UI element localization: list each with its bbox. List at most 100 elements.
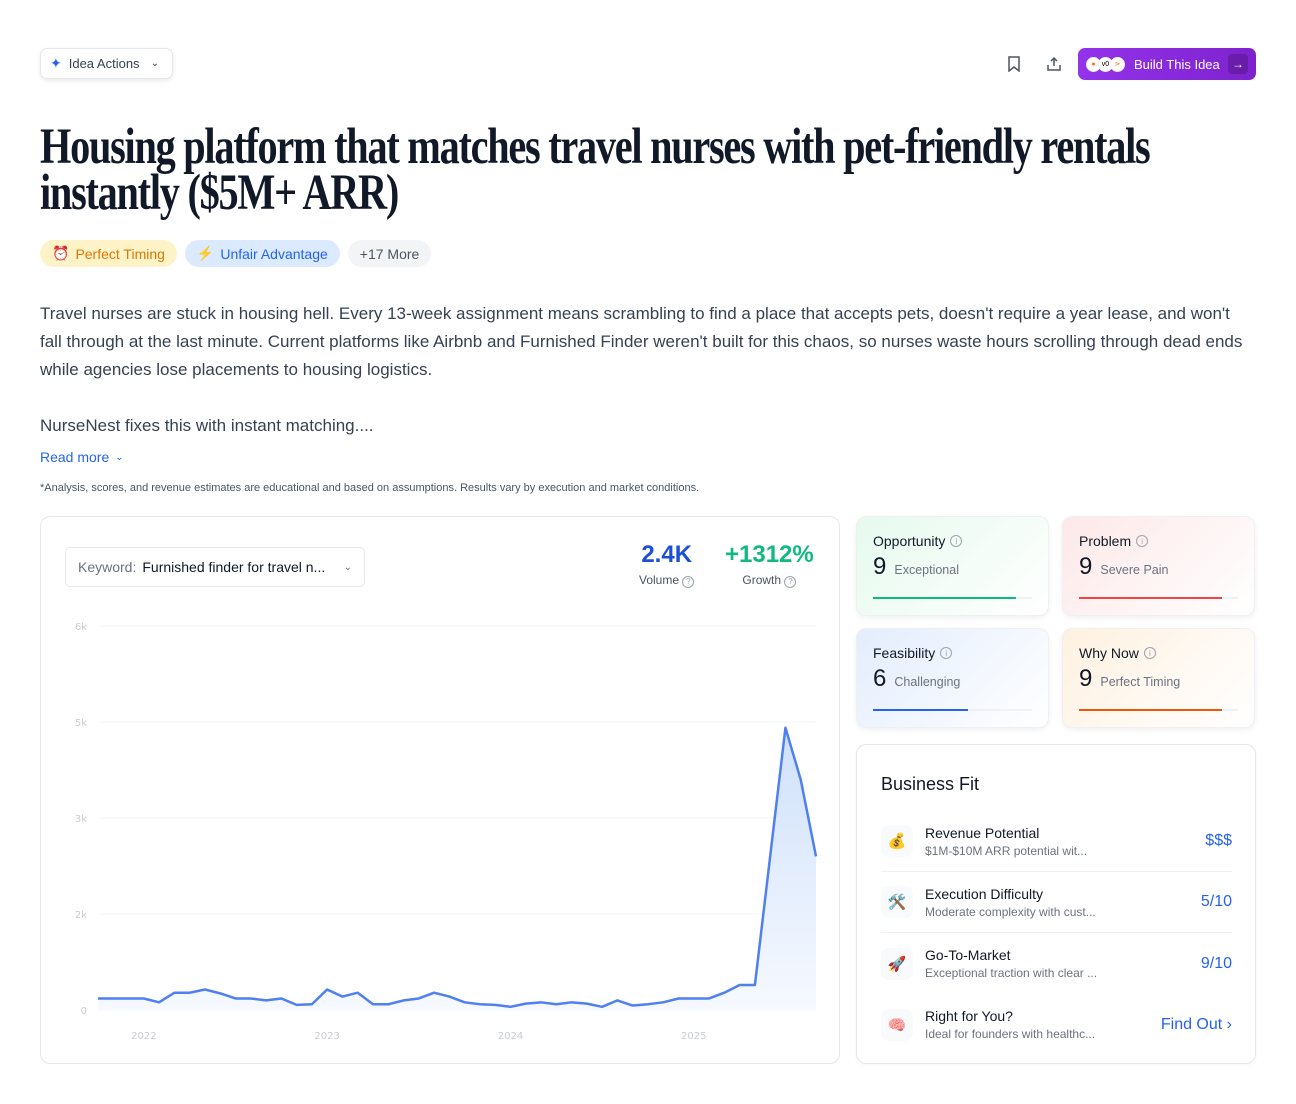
tag[interactable]: ⚡ Unfair Advantage xyxy=(184,240,340,267)
y-tick-label: 3k xyxy=(75,814,87,825)
x-tick-label: 2023 xyxy=(314,1031,339,1042)
row-icon: 🧠 xyxy=(881,1008,913,1041)
score-card-feasibility[interactable]: Feasibility i 6 Challenging xyxy=(856,628,1049,728)
sparkle-icon: ✦ xyxy=(50,55,62,71)
info-icon[interactable]: i xyxy=(940,647,953,659)
score-label: Why Now xyxy=(1079,645,1139,661)
score-card-why-now[interactable]: Why Now i 9 Perfect Timing xyxy=(1062,628,1255,728)
keyword-value: Furnished finder for travel n... xyxy=(142,559,326,575)
keyword-select[interactable]: Keyword: Furnished finder for travel n..… xyxy=(65,547,365,587)
score-card-problem[interactable]: Problem i 9 Severe Pain xyxy=(1062,516,1255,616)
keyword-label: Keyword: xyxy=(78,559,137,575)
chevron-down-icon: ⌄ xyxy=(343,561,352,573)
arrow-right-icon: → xyxy=(1228,54,1248,74)
y-tick-label: 6k xyxy=(75,622,87,633)
find-out-link[interactable]: Find Out › xyxy=(1160,1015,1232,1033)
business-fit-card: Business Fit 💰 Revenue Potential $1M-$10M… xyxy=(856,744,1256,1064)
bookmark-icon xyxy=(1008,56,1020,72)
share-button[interactable] xyxy=(1042,52,1066,76)
business-fit-row: 💰 Revenue Potential $1M-$10M ARR potentia… xyxy=(881,811,1232,872)
volume-label: Volume xyxy=(639,573,680,587)
row-subtitle: Exceptional traction with clear ... xyxy=(925,966,1098,980)
score-desc: Severe Pain xyxy=(1100,563,1169,577)
score-bar-fill xyxy=(873,597,1017,599)
chevron-down-icon: ⌄ xyxy=(150,58,159,69)
x-tick-label: 2025 xyxy=(681,1031,706,1042)
business-fit-row: 🚀 Go-To-Market Exceptional traction with … xyxy=(881,933,1232,994)
build-this-idea-button[interactable]: ● v0 ⋗ Build This Idea → xyxy=(1078,48,1256,80)
disclaimer: *Analysis, scores, and revenue estimates… xyxy=(40,482,700,494)
business-fit-row[interactable]: 🧠 Right for You? Ideal for founders with … xyxy=(881,994,1232,1055)
info-icon[interactable]: i xyxy=(1136,535,1149,547)
x-tick-label: 2022 xyxy=(131,1031,156,1042)
row-title: Execution Difficulty xyxy=(925,885,1044,902)
row-title: Right for You? xyxy=(925,1008,1013,1024)
score-label: Problem xyxy=(1079,533,1132,549)
row-title: Go-To-Market xyxy=(925,947,1011,963)
score-value: 9 xyxy=(873,553,887,580)
score-bar xyxy=(873,709,1032,711)
y-tick-label: 2k xyxy=(75,910,87,921)
score-bar xyxy=(1079,709,1238,711)
row-value: $$$ xyxy=(1205,832,1232,849)
row-value: 5/10 xyxy=(1200,893,1232,910)
row-subtitle: Ideal for founders with healthc... xyxy=(925,1027,1096,1041)
read-more-label: Read more xyxy=(40,449,110,465)
y-tick-label: 5k xyxy=(75,718,87,729)
score-bar-fill xyxy=(1079,709,1223,711)
x-tick-label: 2024 xyxy=(498,1031,523,1042)
tag-icon: ⏰ xyxy=(52,245,70,261)
tag-label: Perfect Timing xyxy=(75,245,165,262)
info-icon[interactable]: i xyxy=(950,535,963,547)
row-subtitle: Moderate complexity with cust... xyxy=(925,904,1096,919)
row-icon: 🚀 xyxy=(881,947,913,980)
row-icon: 🛠️ xyxy=(881,886,913,918)
help-icon[interactable]: ? xyxy=(784,575,797,588)
tag-label: +17 More xyxy=(359,245,420,262)
score-desc: Challenging xyxy=(894,675,961,689)
bookmark-button[interactable] xyxy=(1002,52,1026,76)
keyword-trend-card: Keyword: Furnished finder for travel n..… xyxy=(40,516,840,1064)
partner-logos: ● v0 ⋗ xyxy=(1086,56,1125,72)
score-desc: Perfect Timing xyxy=(1100,675,1181,689)
info-icon[interactable]: i xyxy=(1143,647,1156,659)
row-subtitle: $1M-$10M ARR potential wit... xyxy=(925,843,1088,858)
tag-label: Unfair Advantage xyxy=(220,245,328,262)
business-fit-row: 🛠️ Execution Difficulty Moderate complexi… xyxy=(881,872,1232,933)
tag-icon: ⚡ xyxy=(196,245,215,261)
score-bar-fill xyxy=(1079,597,1223,599)
business-fit-title: Business Fit xyxy=(881,774,980,794)
idea-actions-label: Idea Actions xyxy=(68,56,140,71)
score-bar xyxy=(873,597,1032,599)
score-bar-fill xyxy=(873,709,969,711)
description-continued: NurseNest fixes this with instant matchi… xyxy=(40,416,374,435)
row-value: 9/10 xyxy=(1200,954,1232,972)
share-icon xyxy=(1047,56,1061,71)
trend-area xyxy=(98,727,816,1010)
score-desc: Exceptional xyxy=(894,563,959,577)
description: Travel nurses are stuck in housing hell.… xyxy=(40,304,1243,379)
chevron-down-icon: ⌄ xyxy=(115,451,124,463)
read-more-link[interactable]: Read more ⌄ xyxy=(40,449,124,465)
score-label: Opportunity xyxy=(873,533,946,549)
help-icon[interactable]: ? xyxy=(682,575,695,588)
volume-stat: 2.4K Volume ? xyxy=(639,541,695,588)
trend-chart: 0 2k 3k 5k 6k 2022 2023 2024 2025 xyxy=(75,622,818,1042)
volume-value: 2.4K xyxy=(641,541,693,568)
score-bar xyxy=(1079,597,1238,599)
score-value: 6 xyxy=(873,665,887,692)
growth-value: +1312% xyxy=(725,541,814,568)
row-icon: 💰 xyxy=(881,825,913,857)
tag[interactable]: ⏰ Perfect Timing xyxy=(40,240,177,267)
build-label: Build This Idea xyxy=(1134,56,1220,72)
idea-actions-button[interactable]: ✦ Idea Actions ⌄ xyxy=(40,48,173,79)
tag[interactable]: +17 More xyxy=(347,240,432,267)
growth-stat: +1312% Growth ? xyxy=(725,541,814,588)
growth-label: Growth xyxy=(742,573,782,587)
score-card-opportunity[interactable]: Opportunity i 9 Exceptional xyxy=(856,516,1049,616)
page-title: Housing platform that matches travel nur… xyxy=(40,119,1151,221)
score-value: 9 xyxy=(1079,665,1093,692)
y-tick-label: 0 xyxy=(81,1006,87,1017)
tag-list: ⏰ Perfect Timing ⚡ Unfair Advantage +17 More xyxy=(40,240,432,267)
score-value: 9 xyxy=(1079,553,1093,580)
